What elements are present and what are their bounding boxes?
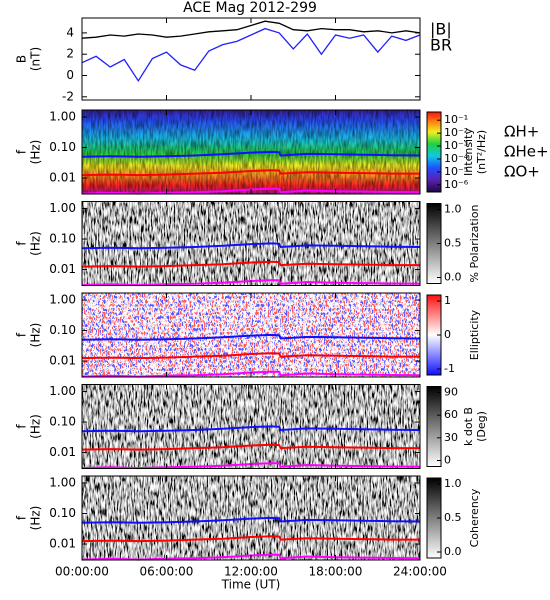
colorbar-label: k dot B [462,407,475,446]
x-tick-label: 18:00:00 [309,565,363,579]
colorbar-tick-label: 0.5 [444,237,462,250]
legend-entry: |B| [430,20,452,39]
legend-entry: ΩO+ [504,163,540,181]
x-tick-label: 06:00:00 [140,565,194,579]
y-tick-label: 0.10 [49,232,76,246]
y-tick-label: 0.10 [49,506,76,520]
y-tick-label: 0.01 [49,445,76,459]
y-axis-label: (Hz) [29,414,43,439]
y-tick-label: 0.01 [49,262,76,276]
x-tick-label: 24:00:00 [393,565,447,579]
colorbar-label: Coherency [468,488,481,547]
y-tick-label: 1.00 [49,293,76,307]
legend-entry: BR [430,36,452,55]
colorbar [426,111,442,193]
colorbar-tick-label: -1 [444,362,455,375]
x-tick-label: 00:00:00 [55,565,109,579]
colorbar-tick-label: 0.0 [444,271,462,284]
gyrofrequency-line [81,187,421,195]
colorbar-label: Ellipticity [468,309,481,360]
colorbar-label: Intensity [462,128,475,176]
y-axis-label: f [15,332,29,337]
legend-entry: ΩH+ [504,123,539,141]
y-tick-label: 0.01 [49,354,76,368]
colorbar-tick-label: 30 [444,431,458,444]
y-axis-label: f [15,241,29,246]
colorbar-tick-label: 10⁻³ [444,139,468,152]
y-axis-label: (nT) [29,47,43,71]
y-axis-label: f [15,424,29,429]
y-tick-label: 1.00 [49,110,76,124]
colorbar-tick-label: 60 [444,408,458,421]
gyrofrequency-line [81,443,420,451]
colorbar-tick-label: 90 [444,386,458,399]
gyrofrequency-line [81,150,421,158]
colorbar-tick-label: 1.0 [444,203,462,216]
y-tick-label: 1.00 [49,201,76,215]
gyrofrequency-line [81,370,421,378]
y-axis-label: (Hz) [29,231,43,256]
y-axis-label: (Hz) [29,140,43,165]
gyrofrequency-line [81,462,421,470]
colorbar-tick-label: 10⁻⁶ [444,178,469,191]
colorbar-label: (Deg) [475,411,488,442]
legend-entry: ΩHe+ [504,143,549,161]
y-tick-label: 0.10 [49,415,76,429]
chart-title: ACE Mag 2012-299 [183,0,317,16]
gyrofrequency-line [81,516,421,524]
y-tick-label: 4 [66,25,74,39]
gyrofrequency-line [81,352,420,360]
data-line [81,20,421,39]
gyrofrequency-line [81,553,421,561]
colorbar-tick-label: 10⁻² [444,126,468,139]
y-axis-label: f [15,515,29,520]
gyrofrequency-line [81,425,421,433]
y-axis-label: (Hz) [29,323,43,348]
y-tick-label: 0.10 [49,323,76,337]
colorbar-tick-label: 10⁻⁵ [444,165,468,178]
colorbar-tick-label: 0.5 [444,511,462,524]
y-tick-label: 0.01 [49,171,76,185]
x-axis-label: Time (UT) [221,578,281,592]
y-tick-label: 0.01 [49,537,76,551]
colorbar-tick-label: 1 [444,294,451,307]
colorbar-tick-label: 10⁻⁴ [444,152,469,165]
gyrofrequency-line [81,333,421,341]
colorbar [426,386,442,467]
y-axis-label: f [15,149,29,154]
y-tick-label: 1.00 [49,384,76,398]
gyrofrequency-line [81,242,421,250]
colorbar-tick-label: 0.0 [444,545,462,558]
colorbar-tick-label: 10⁻¹ [444,113,468,126]
y-axis-label: B [15,55,29,63]
data-line [81,27,421,82]
gyrofrequency-line [81,279,421,287]
colorbar-tick-label: 0 [444,328,451,341]
y-axis-label: (Hz) [29,506,43,531]
gyrofrequency-line [81,535,420,543]
gyrofrequency-line [81,169,420,177]
y-tick-label: 1.00 [49,476,76,490]
colorbar-tick-label: 0 [444,454,451,467]
x-tick-label: 12:00:00 [224,565,278,579]
colorbar-label: (nT²/Hz) [475,130,488,174]
plot-background [82,18,420,100]
colorbar-tick-label: 1.0 [444,477,462,490]
y-tick-label: 0 [66,68,74,82]
y-tick-label: -2 [62,89,74,103]
y-tick-label: 2 [66,47,74,61]
y-tick-label: 0.10 [49,140,76,154]
colorbar-label: % Polarization [468,205,481,283]
gyrofrequency-line [81,260,420,268]
